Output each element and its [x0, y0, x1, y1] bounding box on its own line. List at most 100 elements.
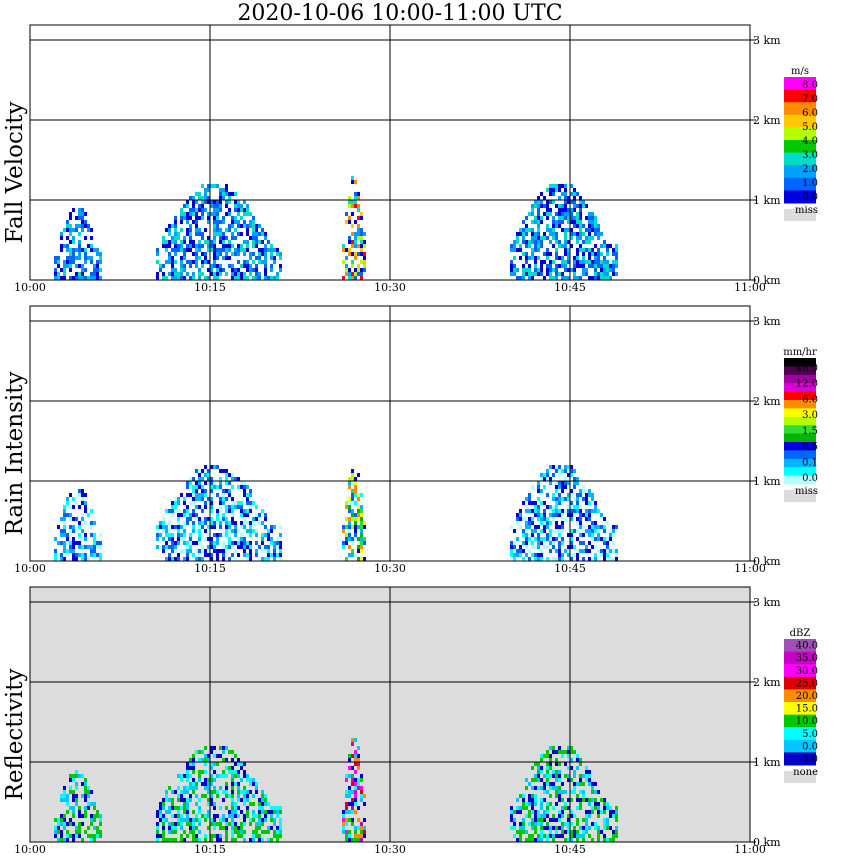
echo-cell [561, 822, 564, 826]
echo-cell [93, 545, 96, 549]
echo-cell [351, 541, 354, 545]
echo-cell [579, 216, 582, 220]
echo-cell [558, 220, 561, 224]
echo-cell [552, 228, 555, 232]
echo-cell [351, 782, 354, 786]
echo-cell [528, 822, 531, 826]
echo-cell [582, 489, 585, 493]
echo-cell [594, 232, 597, 236]
echo-cell [228, 509, 231, 513]
echo-cell [612, 252, 615, 256]
echo-cell [567, 276, 570, 280]
echo-cell [261, 810, 264, 814]
echo-cell [567, 545, 570, 549]
echo-cell [249, 521, 252, 525]
echo-cell [234, 838, 237, 842]
echo-cell [540, 501, 543, 505]
echo-cell [84, 521, 87, 525]
echo-cell [360, 248, 363, 252]
echo-cell [615, 248, 618, 252]
echo-cell [246, 228, 249, 232]
echo-cell [582, 240, 585, 244]
echo-cell [351, 802, 354, 806]
echo-cell [570, 244, 573, 248]
echo-cell [93, 537, 96, 541]
echo-cell [549, 529, 552, 533]
echo-cell [261, 549, 264, 553]
echo-cell [582, 264, 585, 268]
colorbar-label: 6.0 [802, 108, 818, 119]
echo-cell [546, 204, 549, 208]
echo-cell [240, 513, 243, 517]
echo-cell [348, 834, 351, 838]
echo-cell [543, 232, 546, 236]
echo-cell [180, 794, 183, 798]
echo-cell [276, 537, 279, 541]
echo-cell [75, 798, 78, 802]
echo-cell [234, 208, 237, 212]
echo-cell [249, 493, 252, 497]
echo-cell [510, 541, 513, 545]
echo-cell [576, 256, 579, 260]
echo-cell [567, 208, 570, 212]
echo-cell [75, 216, 78, 220]
echo-cell [537, 774, 540, 778]
echo-cell [357, 493, 360, 497]
echo-cell [96, 260, 99, 264]
echo-cell [249, 782, 252, 786]
echo-cell [204, 786, 207, 790]
echo-cell [222, 244, 225, 248]
echo-cell [213, 204, 216, 208]
echo-cell [162, 802, 165, 806]
echo-cell [216, 204, 219, 208]
echo-cell [213, 240, 216, 244]
echo-cell [204, 838, 207, 842]
echo-cell [216, 200, 219, 204]
echo-cell [171, 802, 174, 806]
echo-cell [513, 818, 516, 822]
echo-cell [537, 212, 540, 216]
echo-cell [585, 260, 588, 264]
echo-cell [189, 786, 192, 790]
echo-cell [576, 553, 579, 557]
echo-cell [351, 204, 354, 208]
echo-cell [93, 802, 96, 806]
echo-cell [213, 485, 216, 489]
echo-cell [96, 272, 99, 276]
echo-cell [546, 228, 549, 232]
echo-cell [198, 477, 201, 481]
echo-cell [180, 228, 183, 232]
echo-cell [555, 549, 558, 553]
echo-cell [555, 268, 558, 272]
echo-cell [213, 260, 216, 264]
echo-cell [561, 806, 564, 810]
echo-cell [609, 806, 612, 810]
echo-cell [231, 272, 234, 276]
echo-cell [231, 232, 234, 236]
echo-cell [537, 541, 540, 545]
echo-cell [357, 192, 360, 196]
echo-cell [198, 196, 201, 200]
echo-cell [60, 517, 63, 521]
echo-cell [240, 264, 243, 268]
echo-cell [540, 517, 543, 521]
echo-cell [354, 802, 357, 806]
echo-cell [552, 244, 555, 248]
echo-cell [57, 525, 60, 529]
echo-cell [546, 224, 549, 228]
echo-cell [360, 252, 363, 256]
echo-cell [267, 826, 270, 830]
echo-cell [171, 224, 174, 228]
echo-cell [63, 798, 66, 802]
echo-cell [195, 838, 198, 842]
echo-cell [579, 509, 582, 513]
echo-cell [189, 758, 192, 762]
colorbar-swatch [784, 433, 816, 443]
echo-cell [255, 782, 258, 786]
echo-cell [249, 533, 252, 537]
colorbar-label: 40.0 [796, 641, 818, 652]
echo-cell [588, 220, 591, 224]
echo-cell [549, 830, 552, 834]
echo-cell [549, 758, 552, 762]
